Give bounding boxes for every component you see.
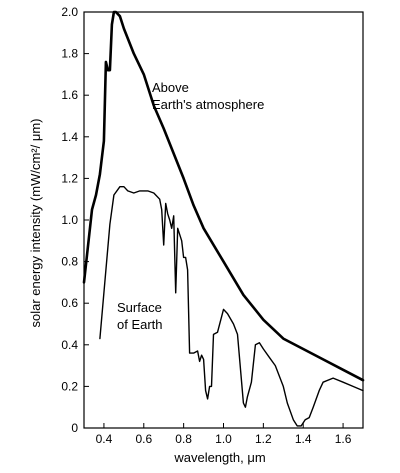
x-tick-label: 0.6 bbox=[135, 432, 152, 446]
plot-border bbox=[83, 11, 364, 429]
x-axis-ticks: 0.4 0.6 0.8 1.0 1.2 1.4 1.6 bbox=[96, 423, 352, 446]
annotation-above-line1: Above bbox=[152, 80, 189, 95]
series-line-above bbox=[82, 10, 365, 382]
annotation-surface-line2: of Earth bbox=[117, 317, 163, 332]
y-tick-label: 1.4 bbox=[61, 130, 78, 144]
x-axis-label: wavelength, μm bbox=[173, 450, 265, 465]
y-tick-label: 1.2 bbox=[61, 171, 78, 185]
series-line-surface bbox=[99, 185, 364, 427]
y-tick-label: 1.6 bbox=[61, 88, 78, 102]
plot-frame bbox=[83, 11, 364, 429]
y-tick-label: 1.8 bbox=[61, 47, 78, 61]
y-axis-ticks: 0 0.2 0.4 0.6 0.8 1.0 1.2 1.4 1.6 1.8 2.0 bbox=[61, 5, 89, 435]
x-tick-label: 0.4 bbox=[96, 432, 113, 446]
y-axis-label: solar energy intensity (mW/cm²/ μm) bbox=[28, 118, 43, 327]
x-tick-label: 1.0 bbox=[215, 432, 232, 446]
annotation-above-line2: Earth's atmosphere bbox=[152, 97, 264, 112]
y-tick-label: 1.0 bbox=[61, 213, 78, 227]
y-tick-label: 2.0 bbox=[61, 5, 78, 19]
x-tick-label: 1.4 bbox=[295, 432, 312, 446]
y-tick-label: 0.2 bbox=[61, 379, 78, 393]
y-tick-label: 0.4 bbox=[61, 338, 78, 352]
annotation-surface-line1: Surface bbox=[117, 300, 162, 315]
y-tick-label: 0.8 bbox=[61, 255, 78, 269]
x-tick-label: 0.8 bbox=[175, 432, 192, 446]
y-tick-label: 0.6 bbox=[61, 296, 78, 310]
y-tick-label: 0 bbox=[71, 421, 78, 435]
x-tick-label: 1.2 bbox=[255, 432, 272, 446]
x-tick-label: 1.6 bbox=[335, 432, 352, 446]
series-layer bbox=[82, 10, 365, 427]
